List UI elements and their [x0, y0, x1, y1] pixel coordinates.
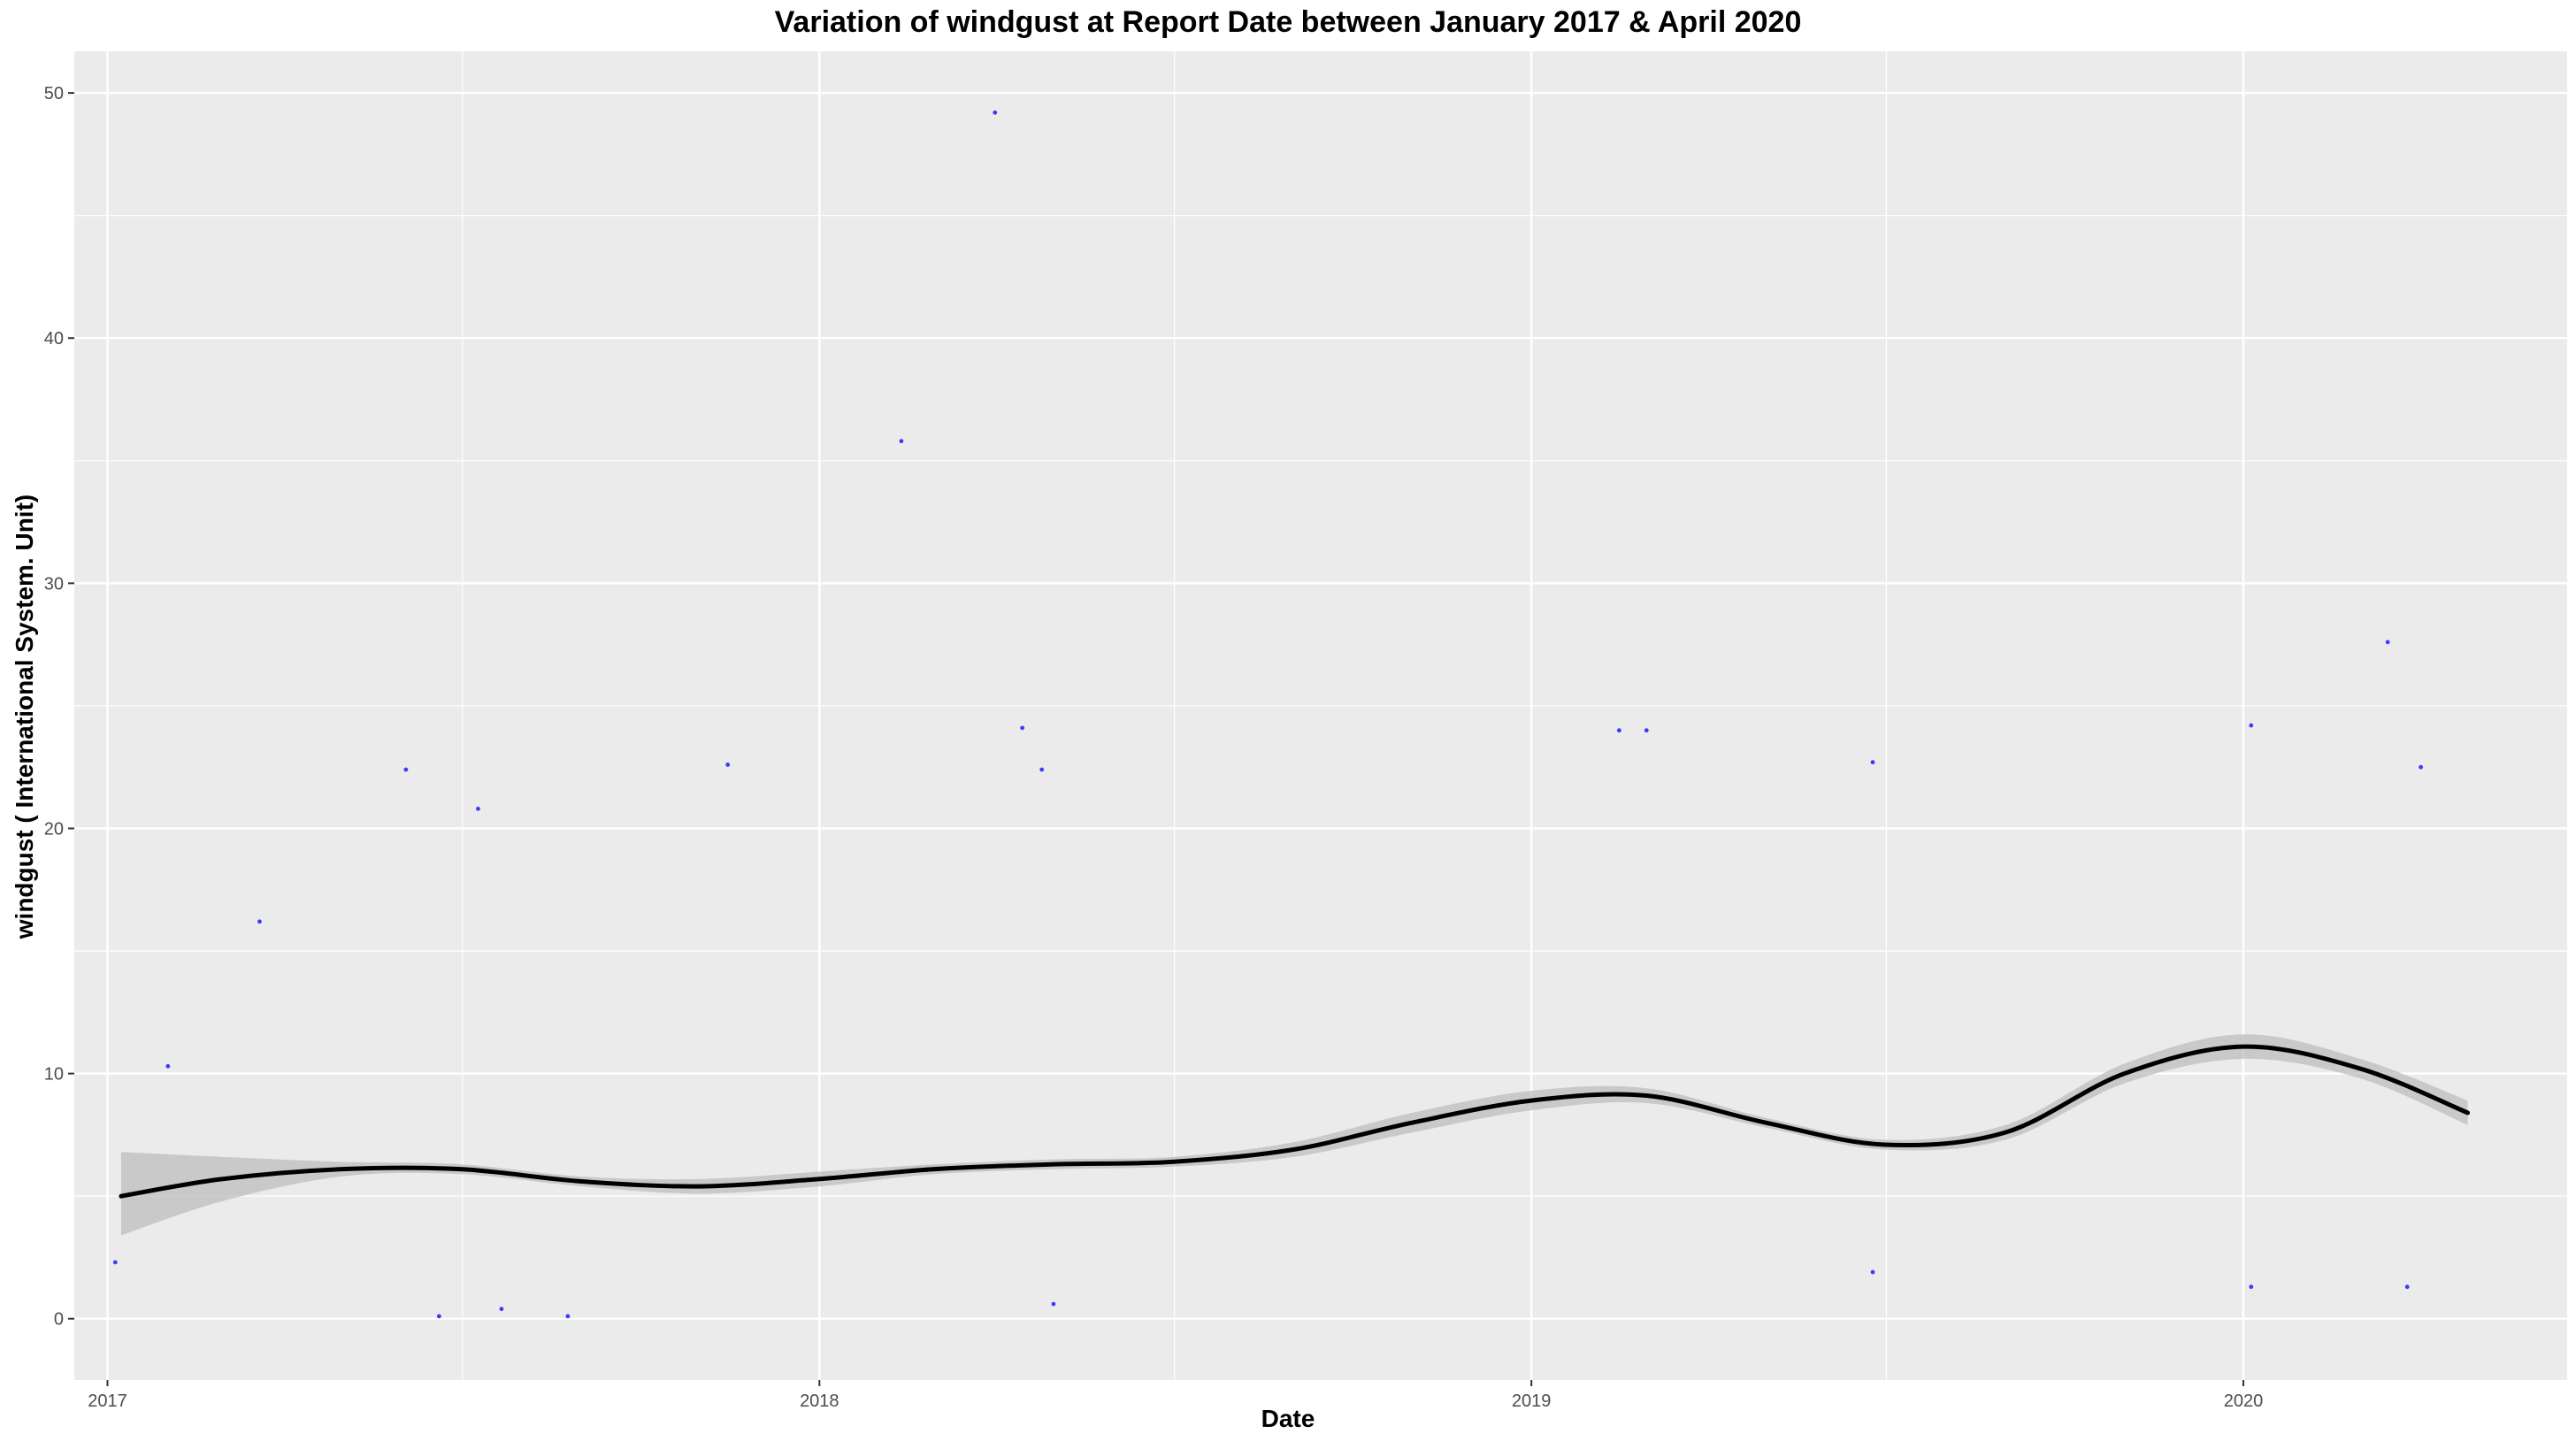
data-point [725, 763, 731, 767]
data-point [476, 806, 480, 811]
y-tick-label: 40 [44, 329, 64, 349]
smooth-trend-line [119, 1044, 2471, 1199]
data-point [1039, 767, 1045, 772]
y-tick-label: 50 [44, 84, 64, 104]
data-point [499, 1307, 504, 1312]
y-tick-label: 10 [44, 1065, 64, 1085]
x-tick-label: 2017 [88, 1392, 127, 1411]
data-point [403, 767, 409, 772]
x-tick-label: 2020 [2224, 1392, 2264, 1411]
data-point [2249, 723, 2254, 728]
x-tick-label: 2018 [800, 1392, 840, 1411]
data-point [2385, 640, 2390, 645]
y-tick-label: 30 [44, 574, 64, 594]
data-point [1870, 1269, 1875, 1275]
data-point [1051, 1301, 1056, 1307]
data-point [899, 439, 904, 444]
data-point [1644, 728, 1649, 733]
smooth-line-layer [119, 1044, 2471, 1199]
chart-title: Variation of windgust at Report Date bet… [774, 5, 1802, 39]
scatter-points [112, 110, 2424, 1319]
data-point [993, 110, 998, 115]
axis-ticks: 0 10 20 30 40 50 2017 2018 2019 2020 [44, 84, 2263, 1411]
y-tick-label: 20 [44, 819, 64, 839]
data-point [565, 1314, 571, 1319]
y-axis-title-container: windgust ( International System. Unit) [7, 53, 42, 1380]
data-point [436, 1314, 441, 1319]
y-axis-title: windgust ( International System. Unit) [11, 494, 38, 939]
data-point [165, 1063, 171, 1069]
data-point [257, 919, 262, 924]
data-point [2249, 1284, 2254, 1290]
plot-panel [74, 51, 2567, 1380]
data-point [2419, 764, 2424, 770]
y-tick-label: 0 [54, 1310, 64, 1330]
data-point [1870, 760, 1875, 765]
data-point [2404, 1284, 2410, 1290]
data-point [1616, 728, 1622, 733]
data-point [1020, 725, 1025, 731]
data-point [112, 1260, 118, 1265]
x-axis-title: Date [1261, 1405, 1315, 1432]
x-tick-label: 2019 [1512, 1392, 1552, 1411]
